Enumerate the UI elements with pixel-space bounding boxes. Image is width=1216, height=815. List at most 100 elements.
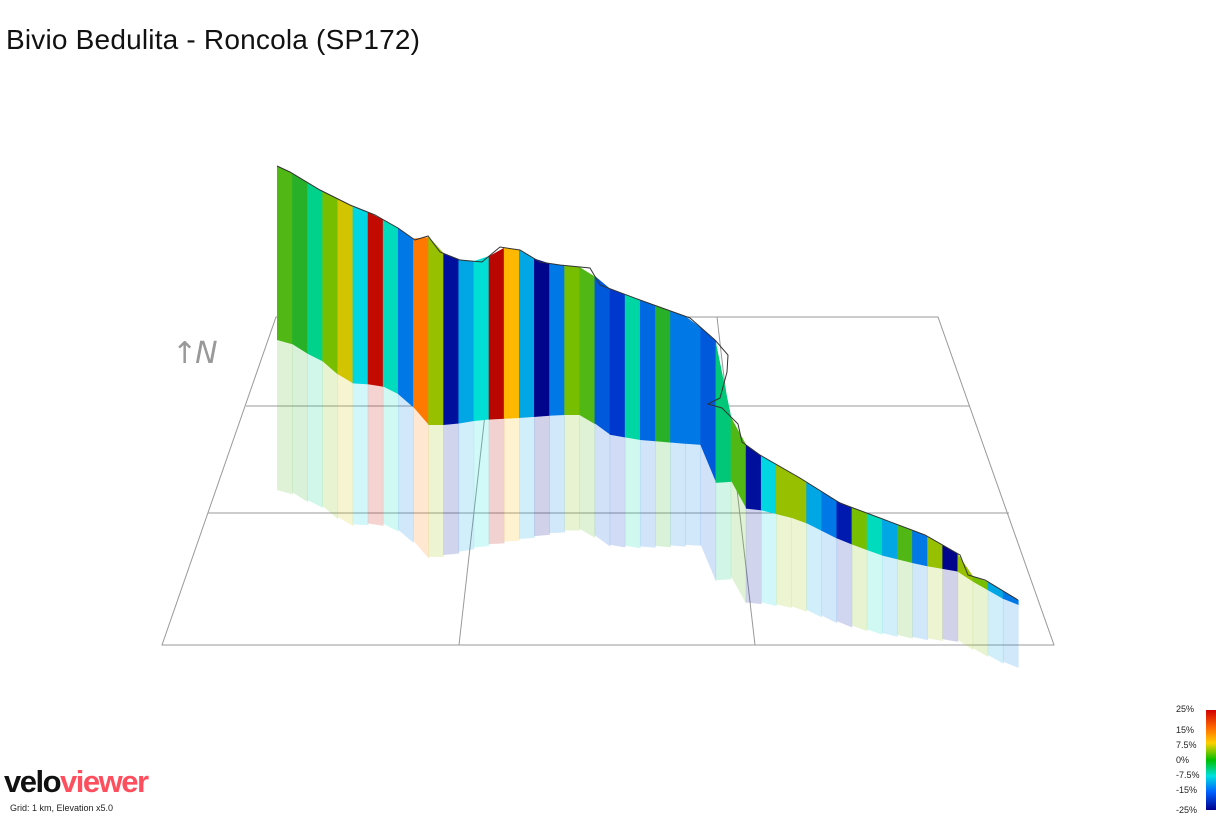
profile-segment [624, 294, 641, 441]
reflection-segment [382, 386, 399, 532]
profile-segment [730, 416, 747, 509]
profile-segment [413, 237, 429, 425]
profile-segment [397, 227, 414, 408]
profile-segment [443, 253, 460, 425]
profile-segment [897, 524, 913, 564]
reflection-segment [624, 437, 641, 549]
reflection-segment [791, 517, 807, 612]
profile-segment [927, 536, 943, 570]
profile-segment [715, 340, 732, 483]
profile-segment [382, 219, 399, 395]
profile-segment [458, 259, 475, 424]
reflection-segment [367, 384, 384, 526]
reflection-segment [912, 563, 928, 641]
reflection-segment [458, 420, 475, 552]
logo-viewer: viewer [60, 764, 149, 799]
profile-segment [1002, 590, 1019, 605]
reflection-segment [594, 423, 611, 547]
reflection-segment [776, 514, 792, 609]
gradient-legend: 25% 15% 7.5% 0% -7.5% -15% -25% [1176, 704, 1216, 815]
profile-segment [609, 288, 626, 438]
profile-segment [700, 327, 717, 483]
profile-segment [972, 576, 989, 591]
gradient-color-bar [1206, 710, 1216, 810]
profile-segment [791, 472, 807, 524]
north-arrow-icon: ↑N [172, 336, 218, 371]
profile-segment [337, 198, 354, 384]
reflection-segment [413, 406, 429, 559]
profile-segment [549, 263, 565, 416]
profile-segment [685, 316, 702, 445]
legend-label: -7.5% [1176, 770, 1200, 780]
profile-segment [594, 275, 611, 435]
legend-label: -25% [1176, 805, 1198, 815]
reflection-segment [670, 442, 686, 547]
reflection-segment [503, 418, 520, 542]
profile-segment [942, 544, 959, 572]
profile-segment [866, 513, 883, 556]
profile-segment [639, 299, 656, 442]
reflection-segment [760, 510, 777, 607]
veloviewer-logo: veloviewer [4, 764, 149, 799]
reflection-segment [730, 480, 747, 605]
reflection-segment [518, 416, 535, 540]
reflection-segment [443, 423, 460, 556]
profile-segment [912, 530, 928, 567]
reflection-segment [1002, 598, 1019, 668]
profile-segment [277, 166, 293, 345]
profile-segment [851, 507, 868, 551]
reflection-segment [292, 343, 308, 503]
profile-segment [534, 258, 550, 417]
profile-segment [776, 464, 792, 518]
profile-segment [670, 310, 686, 444]
reflection-segment [851, 544, 868, 632]
profile-segment [428, 236, 444, 425]
reflection-segment [927, 566, 943, 641]
reflection-segment [836, 538, 853, 628]
profile-wall [277, 166, 1019, 605]
reflection-segment [987, 590, 1004, 664]
reflection-segment [897, 559, 913, 639]
reflection-segment [428, 425, 444, 557]
profile-segment [292, 173, 308, 354]
logo-velo: velo [4, 764, 62, 799]
profile-segment [518, 249, 535, 419]
reflection-segment [700, 444, 717, 582]
profile-segment [655, 305, 671, 443]
profile-segment [322, 191, 339, 375]
profile-segment [745, 444, 762, 511]
reflection-segment [881, 555, 898, 637]
reflection-segment [564, 415, 581, 531]
profile-segment [821, 491, 838, 539]
reflection-segment [549, 415, 565, 534]
legend-label: 25% [1176, 704, 1195, 714]
profile-reflection [277, 340, 1019, 668]
page-title: Bivio Bedulita - Roncola (SP172) [6, 24, 421, 55]
profile-segment [352, 206, 369, 385]
reflection-segment [473, 419, 490, 548]
reflection-segment [488, 418, 505, 545]
reflection-segment [322, 361, 339, 520]
profile-segment [488, 247, 505, 420]
reflection-segment [609, 434, 626, 548]
grid-scale-note: Grid: 1 km, Elevation x5.0 [10, 803, 114, 813]
legend-label: -15% [1176, 785, 1198, 795]
profile-top-edge [276, 165, 1019, 601]
reflection-segment [639, 439, 656, 548]
reflection-segment [942, 568, 959, 642]
reflection-segment [307, 353, 323, 508]
reflection-segment [655, 441, 671, 548]
reflection-segment [745, 508, 762, 605]
legend-label: 0% [1176, 755, 1190, 765]
reflection-segment [534, 415, 550, 537]
reflection-segment [337, 373, 354, 527]
profile-segment [806, 481, 823, 532]
reflection-segment [972, 581, 989, 658]
legend-label: 15% [1176, 725, 1195, 735]
reflection-segment [277, 340, 293, 495]
reflection-segment [397, 393, 414, 544]
profile-segment [564, 265, 581, 415]
profile-segment [987, 581, 1004, 600]
profile-segment [367, 212, 384, 387]
